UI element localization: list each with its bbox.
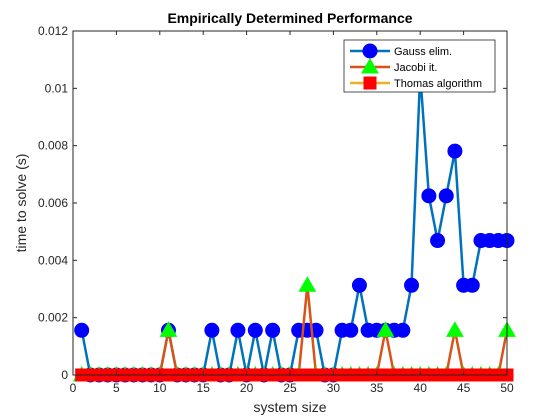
x-tick-label: 30 xyxy=(327,381,341,395)
data-point xyxy=(404,277,420,293)
x-tick-label: 0 xyxy=(70,381,77,395)
data-point xyxy=(351,277,367,293)
x-tick-label: 25 xyxy=(283,381,297,395)
data-point xyxy=(74,322,90,338)
y-tick-label: 0.01 xyxy=(45,81,69,95)
legend: Gauss elim. Jacobi it. Thomas algorithm xyxy=(343,39,496,93)
data-point xyxy=(447,143,463,159)
x-tick-label: 20 xyxy=(240,381,254,395)
axes-layer: 0 5 10 15 20 25 30 35 40 45 50 0 0.002 0.004 0.006 0.00… xyxy=(38,24,514,395)
chart-title: Empirically Determined Performance xyxy=(167,10,412,26)
data-point xyxy=(230,322,246,338)
legend-label: Gauss elim. xyxy=(394,46,452,58)
y-tick-label: 0.008 xyxy=(38,139,68,153)
data-point xyxy=(464,277,480,293)
x-tick-label: 35 xyxy=(370,381,384,395)
x-tick-label: 15 xyxy=(197,381,211,395)
data-point xyxy=(446,321,464,337)
legend-marker xyxy=(361,57,379,74)
data-point xyxy=(421,188,437,204)
data-point xyxy=(298,276,317,292)
y-tick-label: 0.012 xyxy=(38,24,68,38)
legend-label: Jacobi it. xyxy=(394,62,437,74)
y-tick-label: 0 xyxy=(61,368,68,382)
data-point xyxy=(265,322,281,338)
x-tick-label: 10 xyxy=(153,381,167,395)
x-tick-label: 45 xyxy=(457,381,471,395)
x-axis-label: system size xyxy=(253,399,326,415)
legend-marker xyxy=(363,76,377,90)
data-point xyxy=(343,322,359,338)
x-tick-label: 50 xyxy=(500,381,514,395)
data-point xyxy=(395,322,411,338)
data-point xyxy=(438,188,454,204)
y-tick-label: 0.006 xyxy=(38,196,68,210)
y-tick-label: 0.004 xyxy=(38,253,68,267)
legend-label: Thomas algorithm xyxy=(394,78,482,90)
data-point xyxy=(204,322,220,338)
data-point xyxy=(247,322,263,338)
data-point xyxy=(159,321,178,337)
y-axis-label: time to solve (s) xyxy=(13,154,29,253)
data-point xyxy=(376,321,395,337)
y-tick-label: 0.002 xyxy=(38,311,68,325)
x-tick-label: 40 xyxy=(414,381,428,395)
data-point xyxy=(430,233,446,249)
legend-marker xyxy=(362,43,378,59)
x-tick-label: 5 xyxy=(113,381,120,395)
